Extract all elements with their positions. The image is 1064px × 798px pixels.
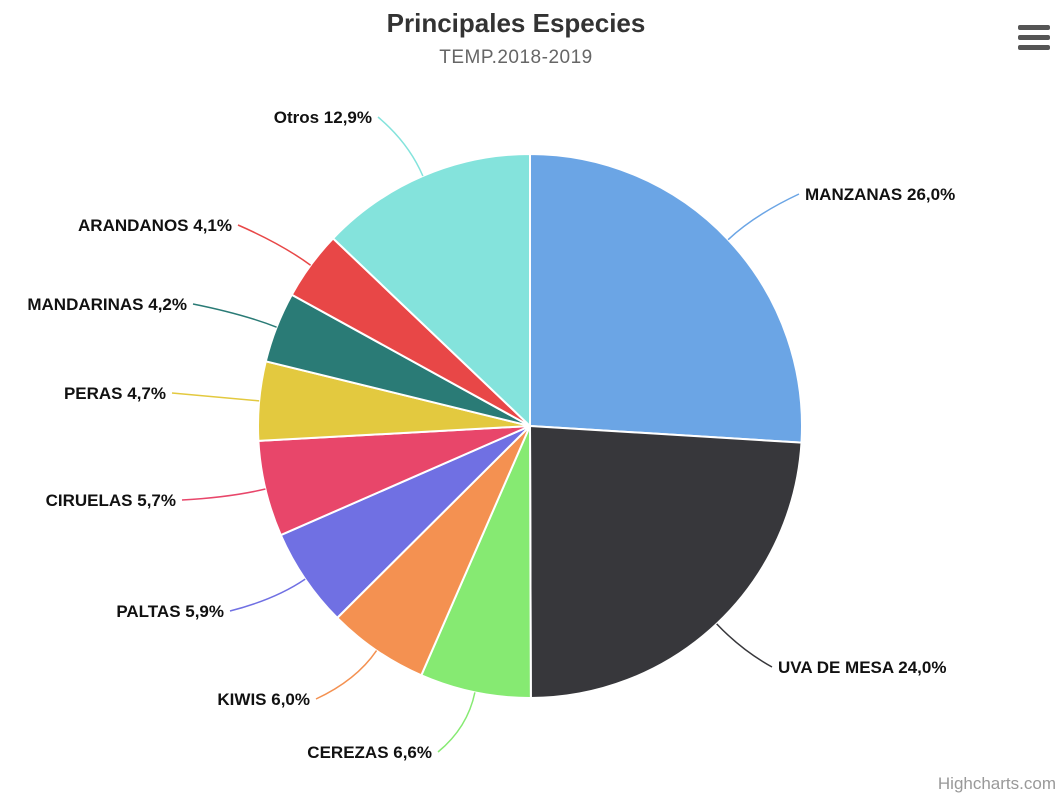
connector-ciruelas bbox=[181, 488, 266, 501]
label-connectors bbox=[171, 116, 800, 753]
pie-slice-otros[interactable] bbox=[332, 153, 531, 427]
data-label-peras: PERAS 4,7% bbox=[64, 384, 166, 403]
connector-cerezas bbox=[437, 692, 476, 753]
data-label-otros: Otros 12,9% bbox=[274, 108, 372, 127]
chart-title: Principales Especies bbox=[386, 8, 646, 38]
data-label-kiwis: KIWIS 6,0% bbox=[217, 690, 310, 709]
data-labels: MANZANAS 26,0% UVA DE MESA 24,0% CEREZAS 6… bbox=[27, 108, 955, 762]
data-label-uva-de-mesa: UVA DE MESA 24,0% bbox=[778, 658, 946, 677]
data-label-mandarinas: MANDARINAS 4,2% bbox=[27, 295, 187, 314]
data-label-arandanos: ARANDANOS 4,1% bbox=[78, 216, 232, 235]
data-label-paltas: PALTAS 5,9% bbox=[116, 602, 224, 621]
connector-peras bbox=[171, 392, 260, 402]
connector-arandanos bbox=[237, 224, 312, 266]
connector-manzanas bbox=[727, 193, 800, 241]
context-menu-button[interactable] bbox=[1016, 22, 1052, 54]
connector-uva-de-mesa bbox=[716, 623, 773, 668]
pie-slices bbox=[257, 153, 803, 699]
credits-link[interactable]: Highcharts.com bbox=[937, 774, 1056, 793]
pie-slice-cerezas[interactable] bbox=[420, 425, 532, 699]
connector-mandarinas bbox=[192, 303, 277, 328]
data-label-manzanas: MANZANAS 26,0% bbox=[805, 185, 955, 204]
connector-paltas bbox=[229, 578, 306, 612]
pie-slice-uva-de-mesa[interactable] bbox=[529, 425, 803, 699]
data-label-cerezas: CEREZAS 6,6% bbox=[307, 743, 432, 762]
connector-kiwis bbox=[315, 650, 378, 700]
data-label-ciruelas: CIRUELAS 5,7% bbox=[46, 491, 176, 510]
connector-otros bbox=[377, 116, 424, 177]
chart-subtitle: TEMP.2018-2019 bbox=[439, 47, 593, 68]
pie-slice-manzanas[interactable] bbox=[529, 153, 803, 444]
